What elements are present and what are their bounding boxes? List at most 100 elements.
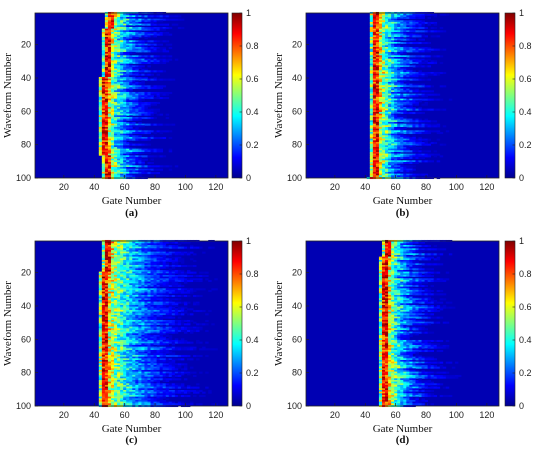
- heatmap-cell: [107, 321, 112, 324]
- heatmap-cell: [141, 316, 145, 319]
- heatmap-cell: [135, 106, 139, 110]
- heatmap-cell: [98, 116, 103, 120]
- heatmap-cell: [129, 85, 133, 88]
- heatmap-cell: [101, 323, 106, 326]
- heatmap-cell: [159, 308, 164, 311]
- heatmap-cell: [159, 276, 164, 279]
- heatmap-cell: [400, 93, 404, 96]
- heatmap-cell: [403, 56, 407, 60]
- heatmap-cell: [101, 113, 106, 116]
- heatmap-cell: [104, 266, 109, 269]
- heatmap-cell: [120, 121, 124, 125]
- heatmap-cell: [406, 48, 410, 51]
- heatmap-cell: [388, 93, 392, 96]
- heatmap-cell: [427, 125, 432, 128]
- heatmap-cell: [147, 31, 151, 35]
- heatmap-cell: [400, 130, 404, 133]
- heatmap-cell: [126, 41, 130, 45]
- heatmap-cell: [391, 90, 395, 93]
- heatmap-cell: [117, 133, 121, 136]
- heatmap-cell: [409, 50, 413, 53]
- heatmap-cell: [120, 81, 124, 85]
- heatmap-cell: [135, 130, 139, 133]
- heatmap-cell: [378, 115, 383, 118]
- heatmap-cell: [153, 111, 157, 115]
- heatmap-cell: [98, 291, 103, 294]
- heatmap-cell: [141, 68, 145, 71]
- heatmap-cell: [183, 309, 188, 313]
- heatmap-cell: [110, 165, 115, 168]
- heatmap-cell: [98, 279, 103, 283]
- heatmap-cell: [388, 36, 392, 40]
- heatmap-cell: [199, 294, 203, 298]
- heatmap-cell: [150, 136, 154, 140]
- heatmap-cell: [165, 18, 170, 21]
- heatmap-cell: [150, 271, 154, 274]
- heatmap-cell: [400, 30, 404, 33]
- heatmap-cell: [378, 28, 383, 31]
- heatmap-cell: [123, 293, 127, 296]
- heatmap-cell: [147, 26, 151, 30]
- heatmap-cell: [156, 268, 161, 271]
- heatmap-cell: [123, 70, 127, 73]
- heatmap-cell: [415, 120, 419, 123]
- heatmap-cell: [397, 90, 401, 93]
- heatmap-cell: [174, 298, 179, 301]
- heatmap-cell: [98, 148, 103, 151]
- heatmap-cell: [129, 326, 133, 329]
- heatmap-cell: [156, 123, 161, 126]
- heatmap-cell: [138, 83, 142, 86]
- heatmap-cell: [394, 33, 398, 36]
- heatmap-cell: [378, 51, 383, 55]
- heatmap-cell: [129, 171, 133, 175]
- heatmap-cell: [421, 83, 425, 86]
- heatmap-cell: [406, 66, 410, 70]
- heatmap-cell: [141, 251, 145, 254]
- heatmap-cell: [369, 138, 374, 141]
- heatmap-cell: [418, 120, 422, 123]
- heatmap-cell: [120, 168, 124, 171]
- heatmap-cell: [104, 56, 109, 60]
- heatmap-cell: [123, 259, 127, 263]
- heatmap-cell: [110, 161, 115, 165]
- heatmap-cell: [107, 50, 112, 53]
- heatmap-cell: [418, 83, 422, 86]
- heatmap-cell: [397, 146, 401, 150]
- heatmap-cell: [391, 161, 395, 165]
- heatmap-cell: [147, 266, 151, 269]
- heatmap-cell: [126, 26, 130, 30]
- heatmap-cell: [174, 321, 179, 324]
- heatmap-cell: [126, 31, 130, 35]
- heatmap-cell: [129, 246, 133, 249]
- heatmap-cell: [427, 143, 432, 146]
- heatmap-cell: [144, 303, 148, 306]
- heatmap-cell: [129, 311, 133, 314]
- heatmap-cell: [369, 98, 374, 101]
- heatmap-cell: [123, 76, 127, 80]
- heatmap-cell: [101, 268, 106, 271]
- heatmap-cell: [120, 48, 124, 51]
- heatmap-cell: [369, 30, 374, 33]
- heatmap-cell: [372, 45, 377, 48]
- heatmap-cell: [101, 126, 106, 130]
- heatmap-cell: [135, 279, 139, 283]
- heatmap-cell: [132, 163, 136, 166]
- heatmap-cell: [412, 168, 416, 171]
- colorbar-tick-label: 0.8: [519, 41, 532, 51]
- heatmap-cell: [168, 311, 173, 314]
- heatmap-cell: [132, 60, 136, 63]
- heatmap-cell: [171, 283, 176, 286]
- heatmap-cell: [415, 35, 419, 38]
- heatmap-cell: [388, 53, 392, 56]
- heatmap-cell: [110, 266, 115, 269]
- heatmap-cell: [126, 95, 130, 98]
- heatmap-cell: [397, 136, 401, 140]
- heatmap-cell: [193, 321, 197, 324]
- heatmap-cell: [144, 73, 148, 76]
- heatmap-cell: [101, 95, 106, 98]
- heatmap-cell: [114, 161, 118, 165]
- heatmap-cell: [129, 158, 133, 161]
- heatmap-cell: [385, 76, 389, 80]
- heatmap-cell: [168, 289, 173, 293]
- heatmap-cell: [114, 146, 118, 150]
